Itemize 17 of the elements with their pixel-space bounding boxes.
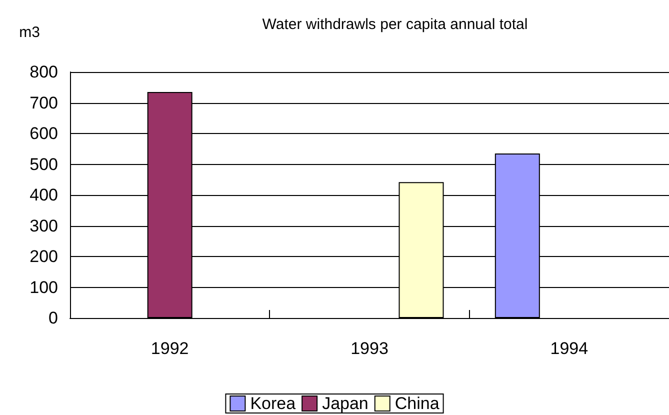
y-tick-label: 300	[30, 216, 58, 236]
y-tick-label: 400	[30, 186, 58, 204]
y-tick-label: 700	[30, 93, 58, 112]
y-tick-label: 200	[30, 247, 58, 266]
legend-label: Japan	[322, 394, 368, 413]
y-tick-label: 0	[48, 308, 58, 328]
y-tick-label: 600	[30, 124, 58, 143]
y-tick-label: 800	[30, 62, 58, 82]
legend-label: Korea	[250, 394, 296, 413]
y-tick-label: 500	[30, 154, 58, 174]
x-tick-label: 1992	[150, 339, 189, 358]
x-tick-label: 1994	[550, 339, 588, 358]
chart-title: Water withdrawls per capita annual total	[262, 16, 528, 33]
y-axis-title: m3	[19, 24, 40, 41]
y-tick-label: 100	[30, 278, 58, 297]
legend-label: China	[394, 394, 440, 413]
x-tick-label: 1993	[350, 339, 388, 358]
